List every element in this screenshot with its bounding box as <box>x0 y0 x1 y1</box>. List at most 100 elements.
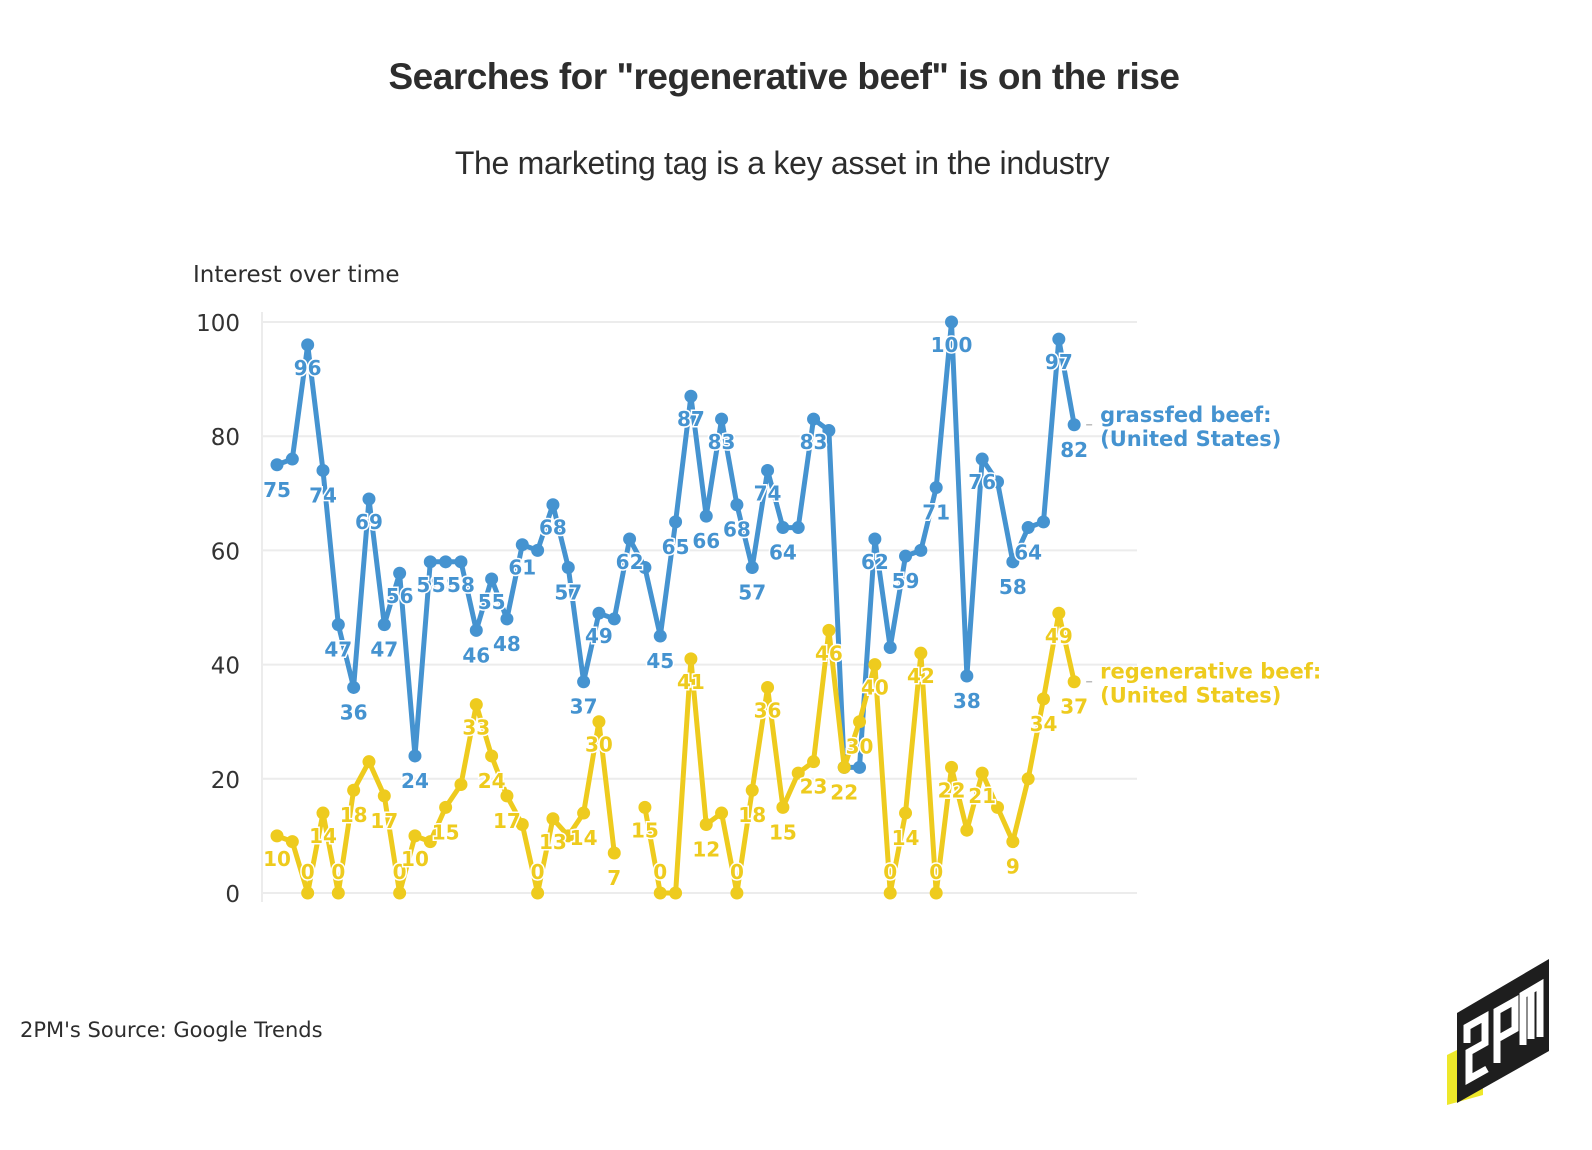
data-point <box>1006 555 1020 569</box>
data-label: 66 <box>692 529 720 553</box>
data-label: 49 <box>1045 624 1073 648</box>
data-point <box>531 543 545 557</box>
data-label: 62 <box>861 550 889 574</box>
data-point <box>914 543 928 557</box>
data-label: 36 <box>340 700 368 724</box>
y-tick-label: 80 <box>211 425 240 451</box>
data-label: 74 <box>754 481 782 505</box>
data-label: 14 <box>309 824 337 848</box>
data-point <box>577 806 591 820</box>
data-point <box>393 566 407 580</box>
data-point <box>515 817 529 831</box>
data-label: 40 <box>861 676 889 700</box>
data-label: 24 <box>478 769 506 793</box>
data-label: 10 <box>263 847 291 871</box>
data-label: 42 <box>907 664 935 688</box>
data-point <box>623 532 637 546</box>
data-label: 58 <box>432 573 460 597</box>
data-label: 97 <box>1045 350 1073 374</box>
data-point <box>331 886 345 900</box>
data-label: 46 <box>462 643 490 667</box>
data-label: 21 <box>968 784 996 808</box>
data-point <box>362 755 376 769</box>
data-point <box>377 789 391 803</box>
data-label: 0 <box>730 860 744 884</box>
data-point <box>945 760 959 774</box>
data-point <box>776 521 790 535</box>
chart-subtitle: The marketing tag is a key asset in the … <box>454 145 1110 181</box>
data-point <box>899 806 913 820</box>
data-label: 56 <box>386 584 414 608</box>
data-point <box>791 521 805 535</box>
data-label: 57 <box>554 581 582 605</box>
data-point <box>669 515 683 529</box>
data-point <box>347 680 361 694</box>
y-tick-label: 40 <box>211 654 240 680</box>
data-point <box>577 675 591 689</box>
data-point <box>883 886 897 900</box>
data-point <box>423 835 437 849</box>
data-point <box>393 886 407 900</box>
data-label: 83 <box>800 430 828 454</box>
data-label: 0 <box>653 860 667 884</box>
data-point <box>1021 521 1035 535</box>
legend: grassfed beef:(United States)regenerativ… <box>1086 403 1321 708</box>
data-point <box>715 412 729 426</box>
data-point <box>699 509 713 523</box>
data-point <box>638 800 652 814</box>
data-label: 23 <box>800 775 828 799</box>
data-point <box>423 555 437 569</box>
data-point <box>929 481 943 495</box>
data-point <box>607 612 621 626</box>
data-point <box>684 389 698 403</box>
data-point <box>638 561 652 575</box>
data-label: 14 <box>892 826 920 850</box>
data-label: 55 <box>478 590 506 614</box>
data-point <box>362 492 376 506</box>
data-point <box>653 886 667 900</box>
y-tick-label: 100 <box>196 311 240 337</box>
data-point <box>853 760 867 774</box>
data-point <box>454 555 468 569</box>
data-point <box>853 715 867 729</box>
data-label: 17 <box>370 809 398 833</box>
data-point <box>515 538 529 552</box>
data-label: 68 <box>723 518 751 542</box>
data-point <box>531 886 545 900</box>
data-label: 18 <box>738 803 766 827</box>
data-point <box>975 452 989 466</box>
data-label: 15 <box>769 820 797 844</box>
data-label: 22 <box>938 778 966 802</box>
data-label: 7 <box>607 866 621 890</box>
data-point <box>485 749 499 763</box>
data-point <box>1052 606 1066 620</box>
data-point <box>776 800 790 814</box>
y-tick-label: 20 <box>211 768 240 794</box>
data-label: 75 <box>263 478 291 502</box>
data-label: 10 <box>401 847 429 871</box>
data-point <box>761 463 775 477</box>
data-point <box>1037 515 1050 529</box>
data-point <box>914 646 928 660</box>
data-label: 45 <box>646 649 674 673</box>
data-point <box>837 760 851 774</box>
data-label: 15 <box>432 820 460 844</box>
data-label: 41 <box>677 670 705 694</box>
data-labels: 7596744736694756245858584655486168573749… <box>262 332 1090 892</box>
data-label: 33 <box>462 716 490 740</box>
data-point <box>439 555 453 569</box>
data-label: 58 <box>447 573 475 597</box>
data-label: 96 <box>294 356 322 380</box>
data-point <box>945 315 959 329</box>
data-label: 12 <box>692 837 720 861</box>
data-label: 17 <box>493 809 521 833</box>
data-label: 58 <box>416 573 444 597</box>
data-label: 30 <box>846 735 874 759</box>
data-point <box>730 886 744 900</box>
data-label: 71 <box>922 501 950 525</box>
data-point <box>1037 692 1050 706</box>
data-label: 68 <box>539 516 567 540</box>
data-point <box>883 640 897 654</box>
data-point <box>822 423 836 437</box>
